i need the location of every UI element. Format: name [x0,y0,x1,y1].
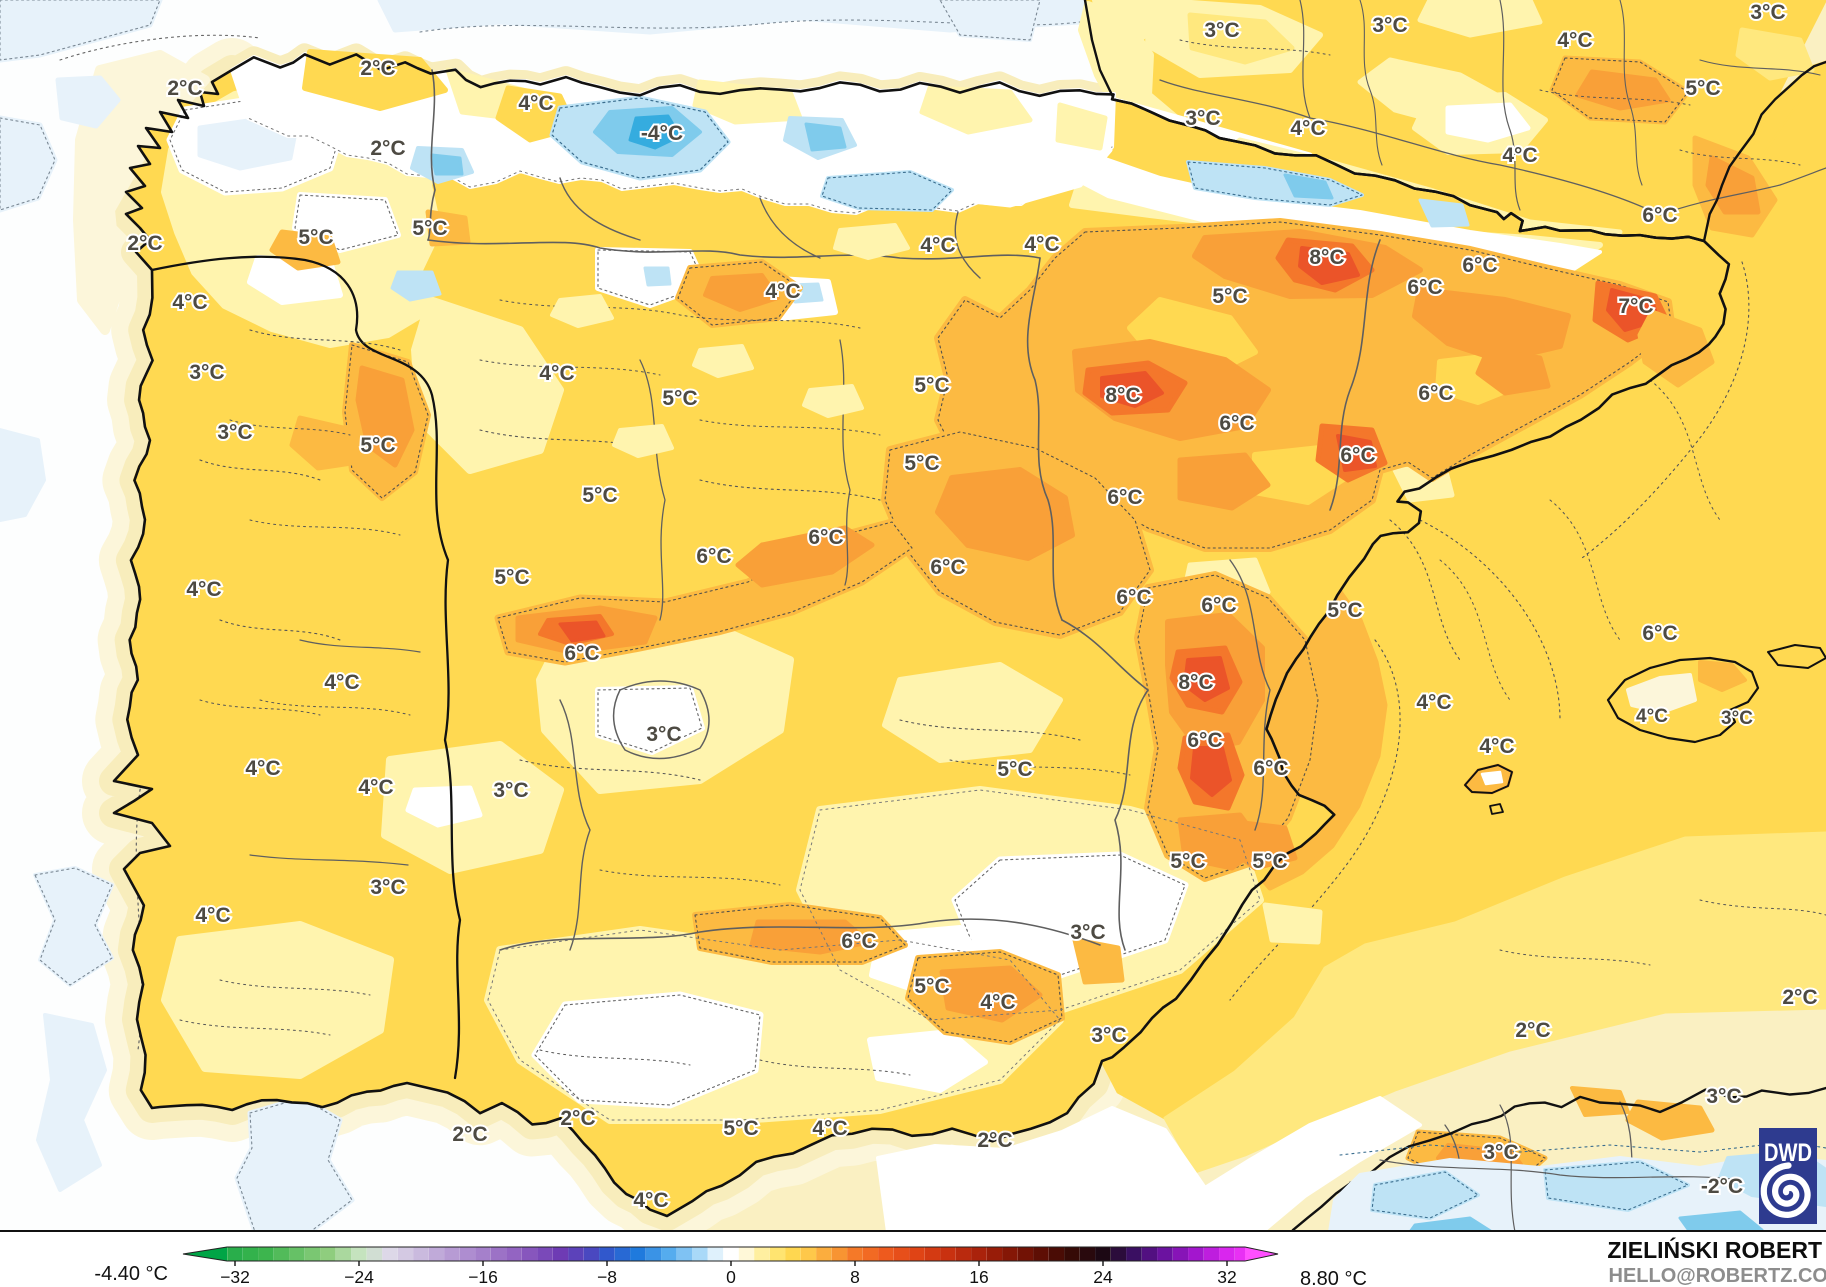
svg-text:2°C: 2°C [360,57,395,80]
svg-text:2°C: 2°C [452,1123,487,1146]
svg-text:2°C: 2°C [127,232,162,255]
svg-text:5°C: 5°C [412,217,447,240]
svg-text:3°C: 3°C [1721,708,1753,729]
svg-text:2°C: 2°C [1515,1019,1550,1042]
svg-text:4°C: 4°C [1024,233,1059,256]
svg-text:6°C: 6°C [696,545,731,568]
svg-text:4°C: 4°C [920,234,955,257]
svg-text:5°C: 5°C [904,452,939,475]
svg-text:DWD: DWD [1764,1139,1812,1167]
svg-text:4°C: 4°C [195,904,230,927]
svg-text:3°C: 3°C [217,421,252,444]
svg-text:-4.40 °C: -4.40 °C [94,1263,168,1285]
svg-text:2°C: 2°C [977,1129,1012,1152]
svg-text:32: 32 [1217,1267,1236,1287]
svg-text:2°C: 2°C [1782,986,1817,1009]
svg-text:16: 16 [969,1267,988,1287]
svg-text:4°C: 4°C [1290,117,1325,140]
svg-text:2°C: 2°C [560,1107,595,1130]
svg-text:5°C: 5°C [914,975,949,998]
svg-text:4°C: 4°C [186,578,221,601]
svg-text:4°C: 4°C [1557,29,1592,52]
svg-text:8°C: 8°C [1178,671,1213,694]
svg-text:5°C: 5°C [997,758,1032,781]
svg-text:7°C: 7°C [1618,295,1653,318]
svg-text:6°C: 6°C [1219,412,1254,435]
svg-text:24: 24 [1093,1267,1113,1287]
svg-text:6°C: 6°C [1201,594,1236,617]
svg-text:2°C: 2°C [167,77,202,100]
svg-text:ZIELIŃSKI ROBERT: ZIELIŃSKI ROBERT [1607,1236,1822,1263]
svg-text:4°C: 4°C [812,1117,847,1140]
svg-text:6°C: 6°C [1642,622,1677,645]
svg-text:3°C: 3°C [1185,107,1220,130]
svg-text:5°C: 5°C [360,434,395,457]
svg-text:3°C: 3°C [1372,14,1407,37]
svg-text:6°C: 6°C [564,642,599,665]
svg-text:5°C: 5°C [1212,285,1247,308]
svg-text:6°C: 6°C [1253,757,1288,780]
svg-text:6°C: 6°C [808,526,843,549]
svg-text:6°C: 6°C [1187,729,1222,752]
svg-text:4°C: 4°C [539,362,574,385]
svg-text:−32: −32 [220,1267,250,1287]
svg-text:4°C: 4°C [765,280,800,303]
svg-text:-4°C: -4°C [641,122,683,145]
svg-text:8.80 °C: 8.80 °C [1300,1268,1367,1287]
svg-text:5°C: 5°C [662,387,697,410]
svg-text:−24: −24 [344,1267,374,1287]
svg-text:4°C: 4°C [1502,144,1537,167]
svg-text:6°C: 6°C [1340,444,1375,467]
svg-text:3°C: 3°C [189,361,224,384]
svg-text:4°C: 4°C [1636,706,1668,727]
svg-text:3°C: 3°C [493,779,528,802]
svg-text:3°C: 3°C [646,723,681,746]
svg-text:4°C: 4°C [518,92,553,115]
svg-text:5°C: 5°C [723,1117,758,1140]
svg-text:HELLO@ROBERTZ.CO: HELLO@ROBERTZ.CO [1609,1265,1826,1287]
svg-text:5°C: 5°C [582,484,617,507]
svg-text:5°C: 5°C [914,374,949,397]
svg-text:4°C: 4°C [980,991,1015,1014]
svg-text:5°C: 5°C [1327,599,1362,622]
svg-text:−8: −8 [597,1267,617,1287]
svg-text:6°C: 6°C [930,556,965,579]
svg-text:5°C: 5°C [298,226,333,249]
svg-text:4°C: 4°C [1416,691,1451,714]
svg-text:3°C: 3°C [1070,921,1105,944]
svg-text:4°C: 4°C [633,1189,668,1212]
svg-text:−16: −16 [468,1267,498,1287]
svg-text:4°C: 4°C [358,776,393,799]
svg-text:0: 0 [726,1267,736,1287]
svg-text:-2°C: -2°C [1701,1175,1743,1198]
svg-text:4°C: 4°C [245,757,280,780]
svg-text:6°C: 6°C [1642,204,1677,227]
svg-text:3°C: 3°C [1750,1,1785,24]
svg-text:3°C: 3°C [370,876,405,899]
svg-text:6°C: 6°C [1107,486,1142,509]
svg-text:3°C: 3°C [1483,1141,1518,1164]
svg-text:2°C: 2°C [370,137,405,160]
svg-text:5°C: 5°C [494,566,529,589]
svg-text:3°C: 3°C [1706,1085,1741,1108]
svg-text:5°C: 5°C [1685,77,1720,100]
svg-text:6°C: 6°C [1462,254,1497,277]
svg-text:3°C: 3°C [1204,19,1239,42]
svg-text:8: 8 [850,1267,860,1287]
svg-text:3°C: 3°C [1091,1024,1126,1047]
svg-text:5°C: 5°C [1170,850,1205,873]
svg-text:6°C: 6°C [1116,586,1151,609]
svg-text:5°C: 5°C [1252,850,1287,873]
svg-text:6°C: 6°C [1407,276,1442,299]
svg-text:8°C: 8°C [1309,246,1344,269]
svg-text:4°C: 4°C [324,671,359,694]
svg-text:4°C: 4°C [1479,735,1514,758]
svg-text:6°C: 6°C [1418,382,1453,405]
svg-text:6°C: 6°C [841,930,876,953]
svg-text:8°C: 8°C [1105,384,1140,407]
svg-text:4°C: 4°C [172,291,207,314]
